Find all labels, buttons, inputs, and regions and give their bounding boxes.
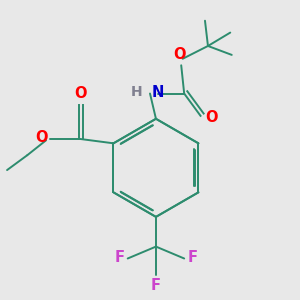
Text: F: F bbox=[188, 250, 198, 265]
Text: N: N bbox=[152, 85, 164, 100]
Text: O: O bbox=[74, 86, 87, 101]
Text: O: O bbox=[36, 130, 48, 145]
Text: F: F bbox=[114, 250, 124, 265]
Text: H: H bbox=[131, 85, 142, 99]
Text: O: O bbox=[173, 47, 186, 62]
Text: F: F bbox=[151, 278, 161, 293]
Text: O: O bbox=[205, 110, 217, 125]
